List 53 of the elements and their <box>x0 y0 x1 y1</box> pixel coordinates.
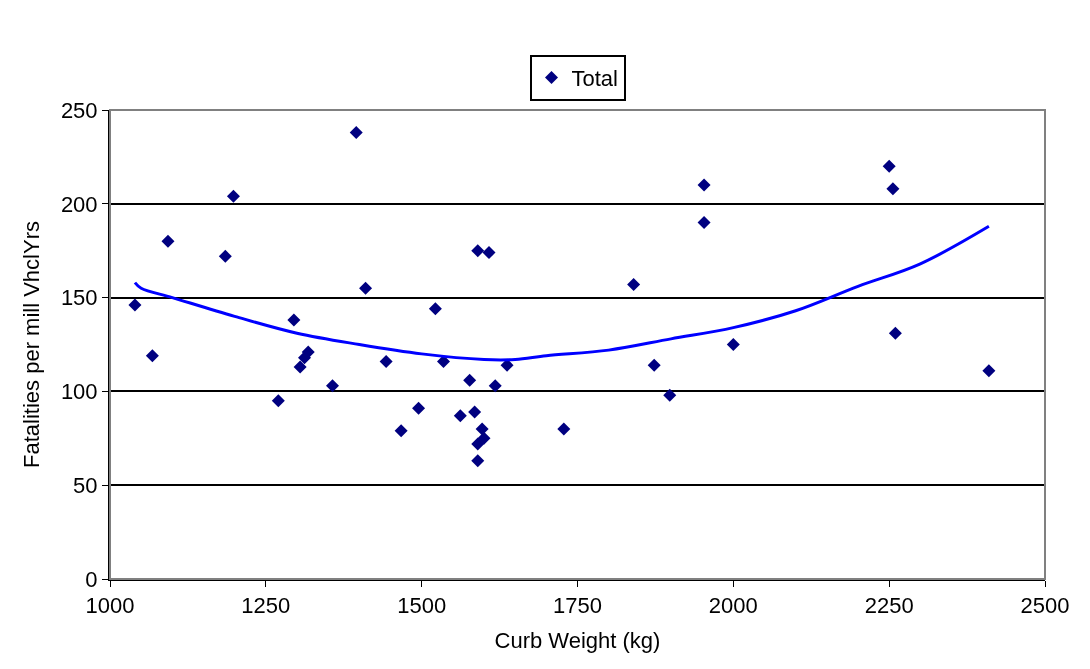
point <box>697 178 711 192</box>
y-tick-label: 200 <box>60 191 98 217</box>
point <box>882 159 896 173</box>
x-tick-label: 1250 <box>241 593 291 619</box>
x-tick-label: 2000 <box>708 593 758 619</box>
y-tick-label: 50 <box>73 472 98 498</box>
point <box>145 349 159 363</box>
point <box>359 281 373 295</box>
point <box>886 182 900 196</box>
x-tick-label: 1000 <box>85 593 135 619</box>
x-tick-label: 1500 <box>397 593 447 619</box>
point <box>271 394 285 408</box>
point <box>557 422 571 436</box>
x-axis-title: Curb Weight (kg) <box>494 627 661 653</box>
x-tick-label: 2500 <box>1020 593 1070 619</box>
point <box>287 313 301 327</box>
point <box>888 326 902 340</box>
point <box>468 405 482 419</box>
point <box>463 373 477 387</box>
y-axis-title: Fatalities per mill VhclYrs <box>19 221 45 468</box>
point <box>475 422 489 436</box>
point <box>128 298 142 312</box>
point <box>218 249 232 263</box>
point <box>349 126 363 140</box>
point <box>726 338 740 351</box>
point <box>488 379 502 393</box>
point <box>471 454 485 468</box>
legend-label: Total <box>571 66 618 91</box>
y-tick-label: 0 <box>85 566 98 592</box>
y-tick-label: 100 <box>60 379 98 405</box>
point <box>627 277 641 291</box>
point <box>412 401 426 415</box>
point <box>394 424 408 438</box>
point <box>982 364 996 378</box>
point <box>477 431 491 445</box>
point <box>471 244 485 258</box>
y-tick-label: 150 <box>60 285 98 311</box>
x-tick-label: 1750 <box>553 593 602 619</box>
point <box>301 345 315 359</box>
point <box>428 302 442 316</box>
point <box>161 234 175 248</box>
point <box>482 246 496 260</box>
point <box>471 437 485 451</box>
point <box>697 216 711 230</box>
point <box>326 379 340 393</box>
x-tick-label: 2250 <box>864 593 914 619</box>
point <box>379 354 393 368</box>
point <box>293 360 307 374</box>
y-tick-label: 250 <box>60 97 98 123</box>
point <box>453 409 467 423</box>
point <box>647 358 661 372</box>
point <box>663 388 677 402</box>
point <box>226 189 240 203</box>
